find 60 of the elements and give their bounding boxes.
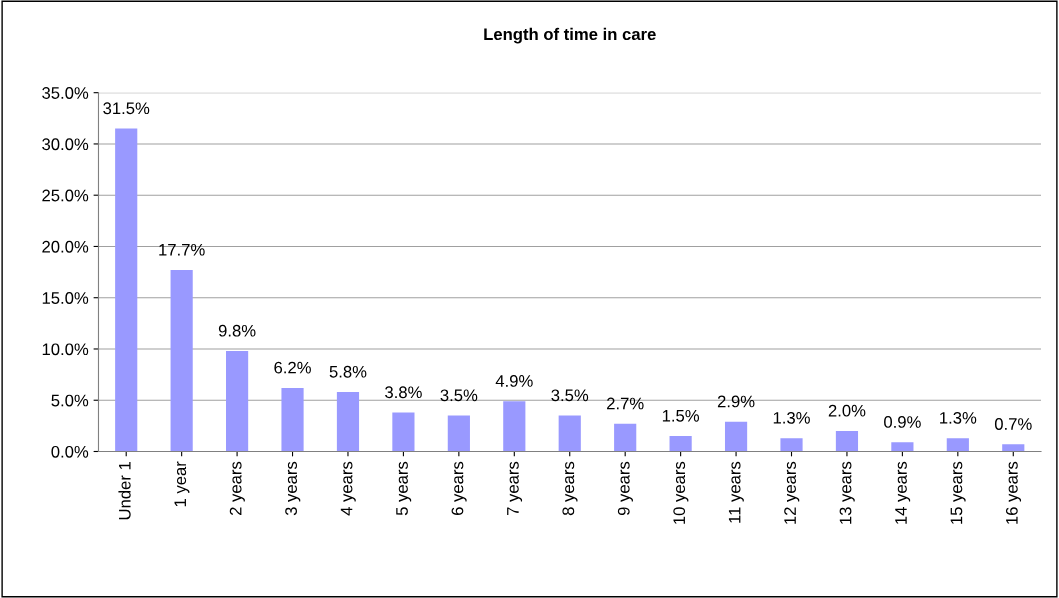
bar	[226, 351, 249, 452]
bar	[669, 436, 692, 452]
bar	[724, 421, 748, 452]
bar	[1002, 444, 1025, 452]
x-tick-label: 13 years	[839, 461, 855, 524]
data-label: 1.3%	[773, 411, 810, 424]
data-label: 1.3%	[940, 411, 977, 424]
x-tick-label: 14 years	[895, 461, 911, 524]
x-tick-label: 5 years	[396, 461, 412, 516]
data-label: 0.9%	[884, 416, 921, 428]
y-tick-label: 5.0%	[51, 394, 89, 407]
bar	[447, 415, 470, 452]
y-tick-label: 35.0%	[42, 87, 89, 99]
y-tick-label: 10.0%	[42, 343, 89, 356]
bar	[835, 430, 859, 452]
data-label: 4.9%	[495, 375, 533, 387]
x-tick-label: 1 year	[174, 461, 190, 507]
x-tick-label: 10 years	[673, 461, 689, 524]
data-label: 31.5%	[103, 102, 150, 115]
bar	[780, 438, 803, 452]
data-label: 3.8%	[385, 386, 422, 399]
y-tick-label: 25.0%	[42, 189, 89, 202]
bar	[170, 270, 193, 452]
y-tick-label: 0.0%	[51, 445, 89, 458]
chart-title: Length of time in care	[484, 27, 656, 44]
bar	[336, 392, 360, 452]
y-tick-label: 30.0%	[42, 138, 89, 151]
x-tick-label: 15 years	[950, 461, 966, 524]
bar	[115, 128, 138, 452]
x-tick-label: Under 1	[118, 462, 131, 520]
x-tick-label: 7 years	[507, 461, 523, 516]
data-label: 2.9%	[717, 395, 755, 408]
x-tick-label: 8 years	[562, 461, 578, 516]
data-label: 5.8%	[329, 365, 367, 378]
x-tick-label: 6 years	[451, 461, 467, 516]
x-tick-label: 4 years	[340, 461, 356, 516]
data-label: 2.7%	[607, 397, 644, 410]
data-label: 1.5%	[662, 409, 700, 422]
x-tick-label: 12 years	[784, 461, 800, 524]
data-label: 6.2%	[274, 361, 311, 374]
bar	[503, 401, 526, 452]
data-label: 3.5%	[440, 389, 478, 402]
bar	[614, 423, 637, 452]
y-tick-label: 20.0%	[42, 240, 89, 253]
y-tick-label: 15.0%	[42, 292, 89, 304]
bar	[558, 415, 581, 452]
data-label: 9.8%	[218, 324, 256, 337]
bar	[891, 442, 914, 452]
data-label: 17.7%	[159, 243, 205, 256]
x-tick-label: 11 years	[728, 461, 744, 523]
x-tick-label: 9 years	[617, 461, 633, 516]
bar	[946, 438, 969, 452]
x-tick-label: 16 years	[1005, 461, 1022, 524]
data-label: 2.0%	[828, 404, 866, 417]
x-tick-label: 3 years	[285, 461, 301, 516]
data-label: 0.7%	[994, 418, 1032, 430]
data-label: 3.5%	[551, 389, 589, 402]
bar	[281, 387, 304, 452]
bar	[392, 412, 415, 452]
x-tick-label: 2 years	[229, 461, 245, 516]
